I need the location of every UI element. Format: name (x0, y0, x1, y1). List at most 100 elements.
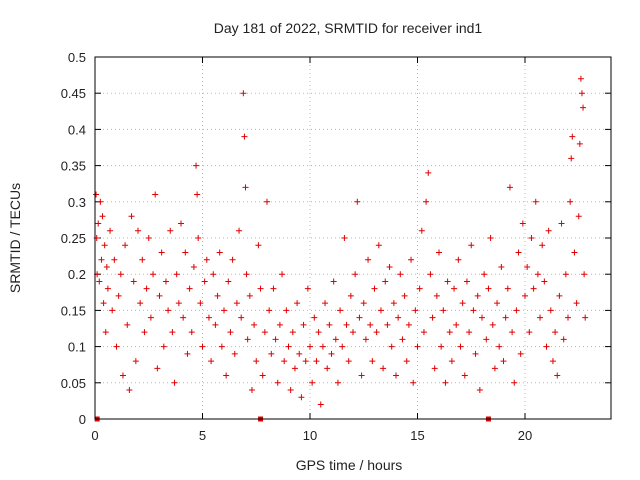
data-point (216, 249, 223, 256)
data-point (352, 271, 359, 278)
data-point (543, 343, 550, 350)
data-point (341, 235, 348, 241)
data-point (283, 307, 290, 314)
data-point (197, 300, 204, 307)
data-point (362, 336, 369, 343)
data-point (266, 307, 273, 314)
data-point (343, 321, 350, 328)
data-point (201, 278, 208, 285)
data-point (431, 365, 438, 372)
data-point (468, 242, 475, 249)
data-point (115, 292, 122, 299)
data-point (104, 285, 111, 292)
data-point (223, 372, 230, 379)
data-point (240, 90, 247, 97)
data-point (380, 365, 387, 372)
data-point (517, 350, 524, 357)
y-tick-label: 0.4 (68, 122, 86, 137)
data-point (276, 321, 283, 328)
data-points (93, 75, 589, 422)
data-point (251, 321, 258, 328)
data-point (573, 300, 580, 307)
data-point (229, 256, 236, 263)
data-point (390, 300, 397, 307)
data-point (420, 329, 427, 336)
data-point (423, 198, 430, 205)
data-point (444, 278, 451, 285)
data-point (395, 314, 402, 321)
data-point (268, 350, 275, 357)
data-point (147, 314, 154, 321)
data-point (154, 365, 161, 372)
y-axis-label: SRMTID / TECUs (7, 183, 23, 293)
data-point (322, 300, 329, 307)
data-point (93, 191, 100, 198)
data-point (132, 358, 139, 365)
y-tick-label: 0.45 (61, 86, 86, 101)
data-point (567, 198, 574, 205)
y-tick-label: 0.25 (61, 231, 86, 246)
data-point (410, 379, 417, 386)
data-point (345, 358, 352, 365)
data-point (448, 358, 455, 365)
data-point (339, 343, 346, 350)
data-point (119, 372, 126, 379)
chart-title: Day 181 of 2022, SRMTID for receiver ind… (214, 20, 483, 36)
data-point (479, 314, 485, 321)
data-point (386, 263, 393, 270)
data-point (545, 227, 552, 234)
data-point (455, 256, 462, 263)
data-point (248, 387, 255, 394)
data-point (438, 343, 445, 350)
data-point (287, 387, 294, 394)
data-point (221, 307, 227, 314)
y-tick-label: 0.1 (68, 340, 86, 355)
data-point (560, 336, 567, 343)
data-point (171, 379, 178, 386)
data-point (291, 365, 298, 372)
data-point (537, 314, 544, 321)
data-point (160, 343, 167, 350)
data-point (483, 336, 490, 343)
data-point (261, 329, 268, 336)
data-point (141, 329, 148, 336)
data-point (270, 285, 277, 292)
axis-ticks: 0 0.05 0.1 0.15 0.2 0.25 0.3 0.35 0.4 0.45 0.5 0 5 10… (61, 50, 611, 443)
data-point (227, 329, 234, 336)
data-point (577, 75, 584, 82)
data-point (315, 329, 322, 336)
data-point (243, 271, 250, 278)
data-point (575, 213, 582, 220)
x-tick-label: 20 (518, 428, 532, 443)
data-point (549, 358, 556, 365)
data-point (96, 278, 103, 285)
data-point (103, 263, 110, 270)
data-point (489, 321, 496, 328)
data-point (526, 329, 533, 336)
data-point (169, 329, 176, 336)
data-point (332, 336, 339, 343)
x-tick-label: 5 (199, 428, 206, 443)
data-point (122, 242, 129, 249)
data-point (184, 350, 191, 357)
data-point (156, 292, 163, 299)
data-point (375, 242, 382, 249)
data-point (100, 300, 107, 307)
data-point (98, 256, 105, 263)
data-point (382, 278, 389, 285)
data-point (255, 242, 262, 249)
data-point (317, 401, 324, 408)
data-point (193, 162, 200, 169)
data-point (294, 300, 301, 307)
data-point (208, 358, 215, 365)
data-point (158, 249, 165, 256)
data-point (246, 292, 253, 299)
data-point (190, 263, 197, 270)
data-point (365, 256, 372, 263)
data-point (139, 256, 146, 263)
data-point (214, 292, 221, 299)
data-point (403, 358, 410, 365)
data-point (107, 227, 114, 234)
data-point (397, 271, 404, 278)
data-point (272, 336, 279, 343)
